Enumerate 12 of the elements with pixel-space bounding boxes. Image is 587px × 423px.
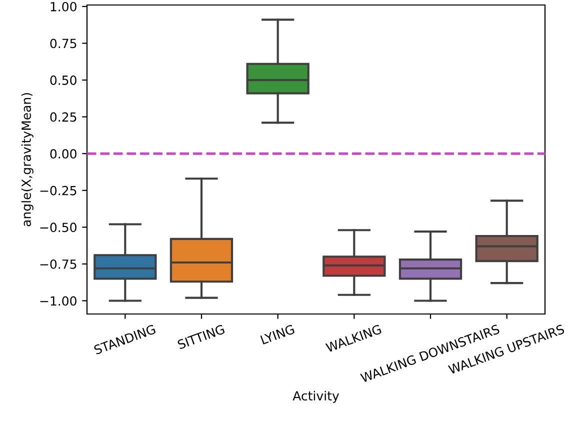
y-tick-label: 0.25 xyxy=(50,112,76,122)
y-tick-label: −0.50 xyxy=(40,222,76,232)
y-axis-title: angle(X,gravityMean) xyxy=(21,93,34,226)
y-tick-label: 0.00 xyxy=(50,149,76,159)
y-tick-label: −0.25 xyxy=(40,186,76,196)
x-axis-title: Activity xyxy=(292,390,339,403)
y-tick-label: −0.75 xyxy=(40,259,76,269)
y-tick-label: 0.75 xyxy=(50,38,76,48)
y-tick-label: 1.00 xyxy=(50,2,76,12)
x-tick-label: LYING xyxy=(260,324,295,345)
y-tick-label: 0.50 xyxy=(50,76,76,85)
y-tick-label: −1.00 xyxy=(40,296,76,306)
